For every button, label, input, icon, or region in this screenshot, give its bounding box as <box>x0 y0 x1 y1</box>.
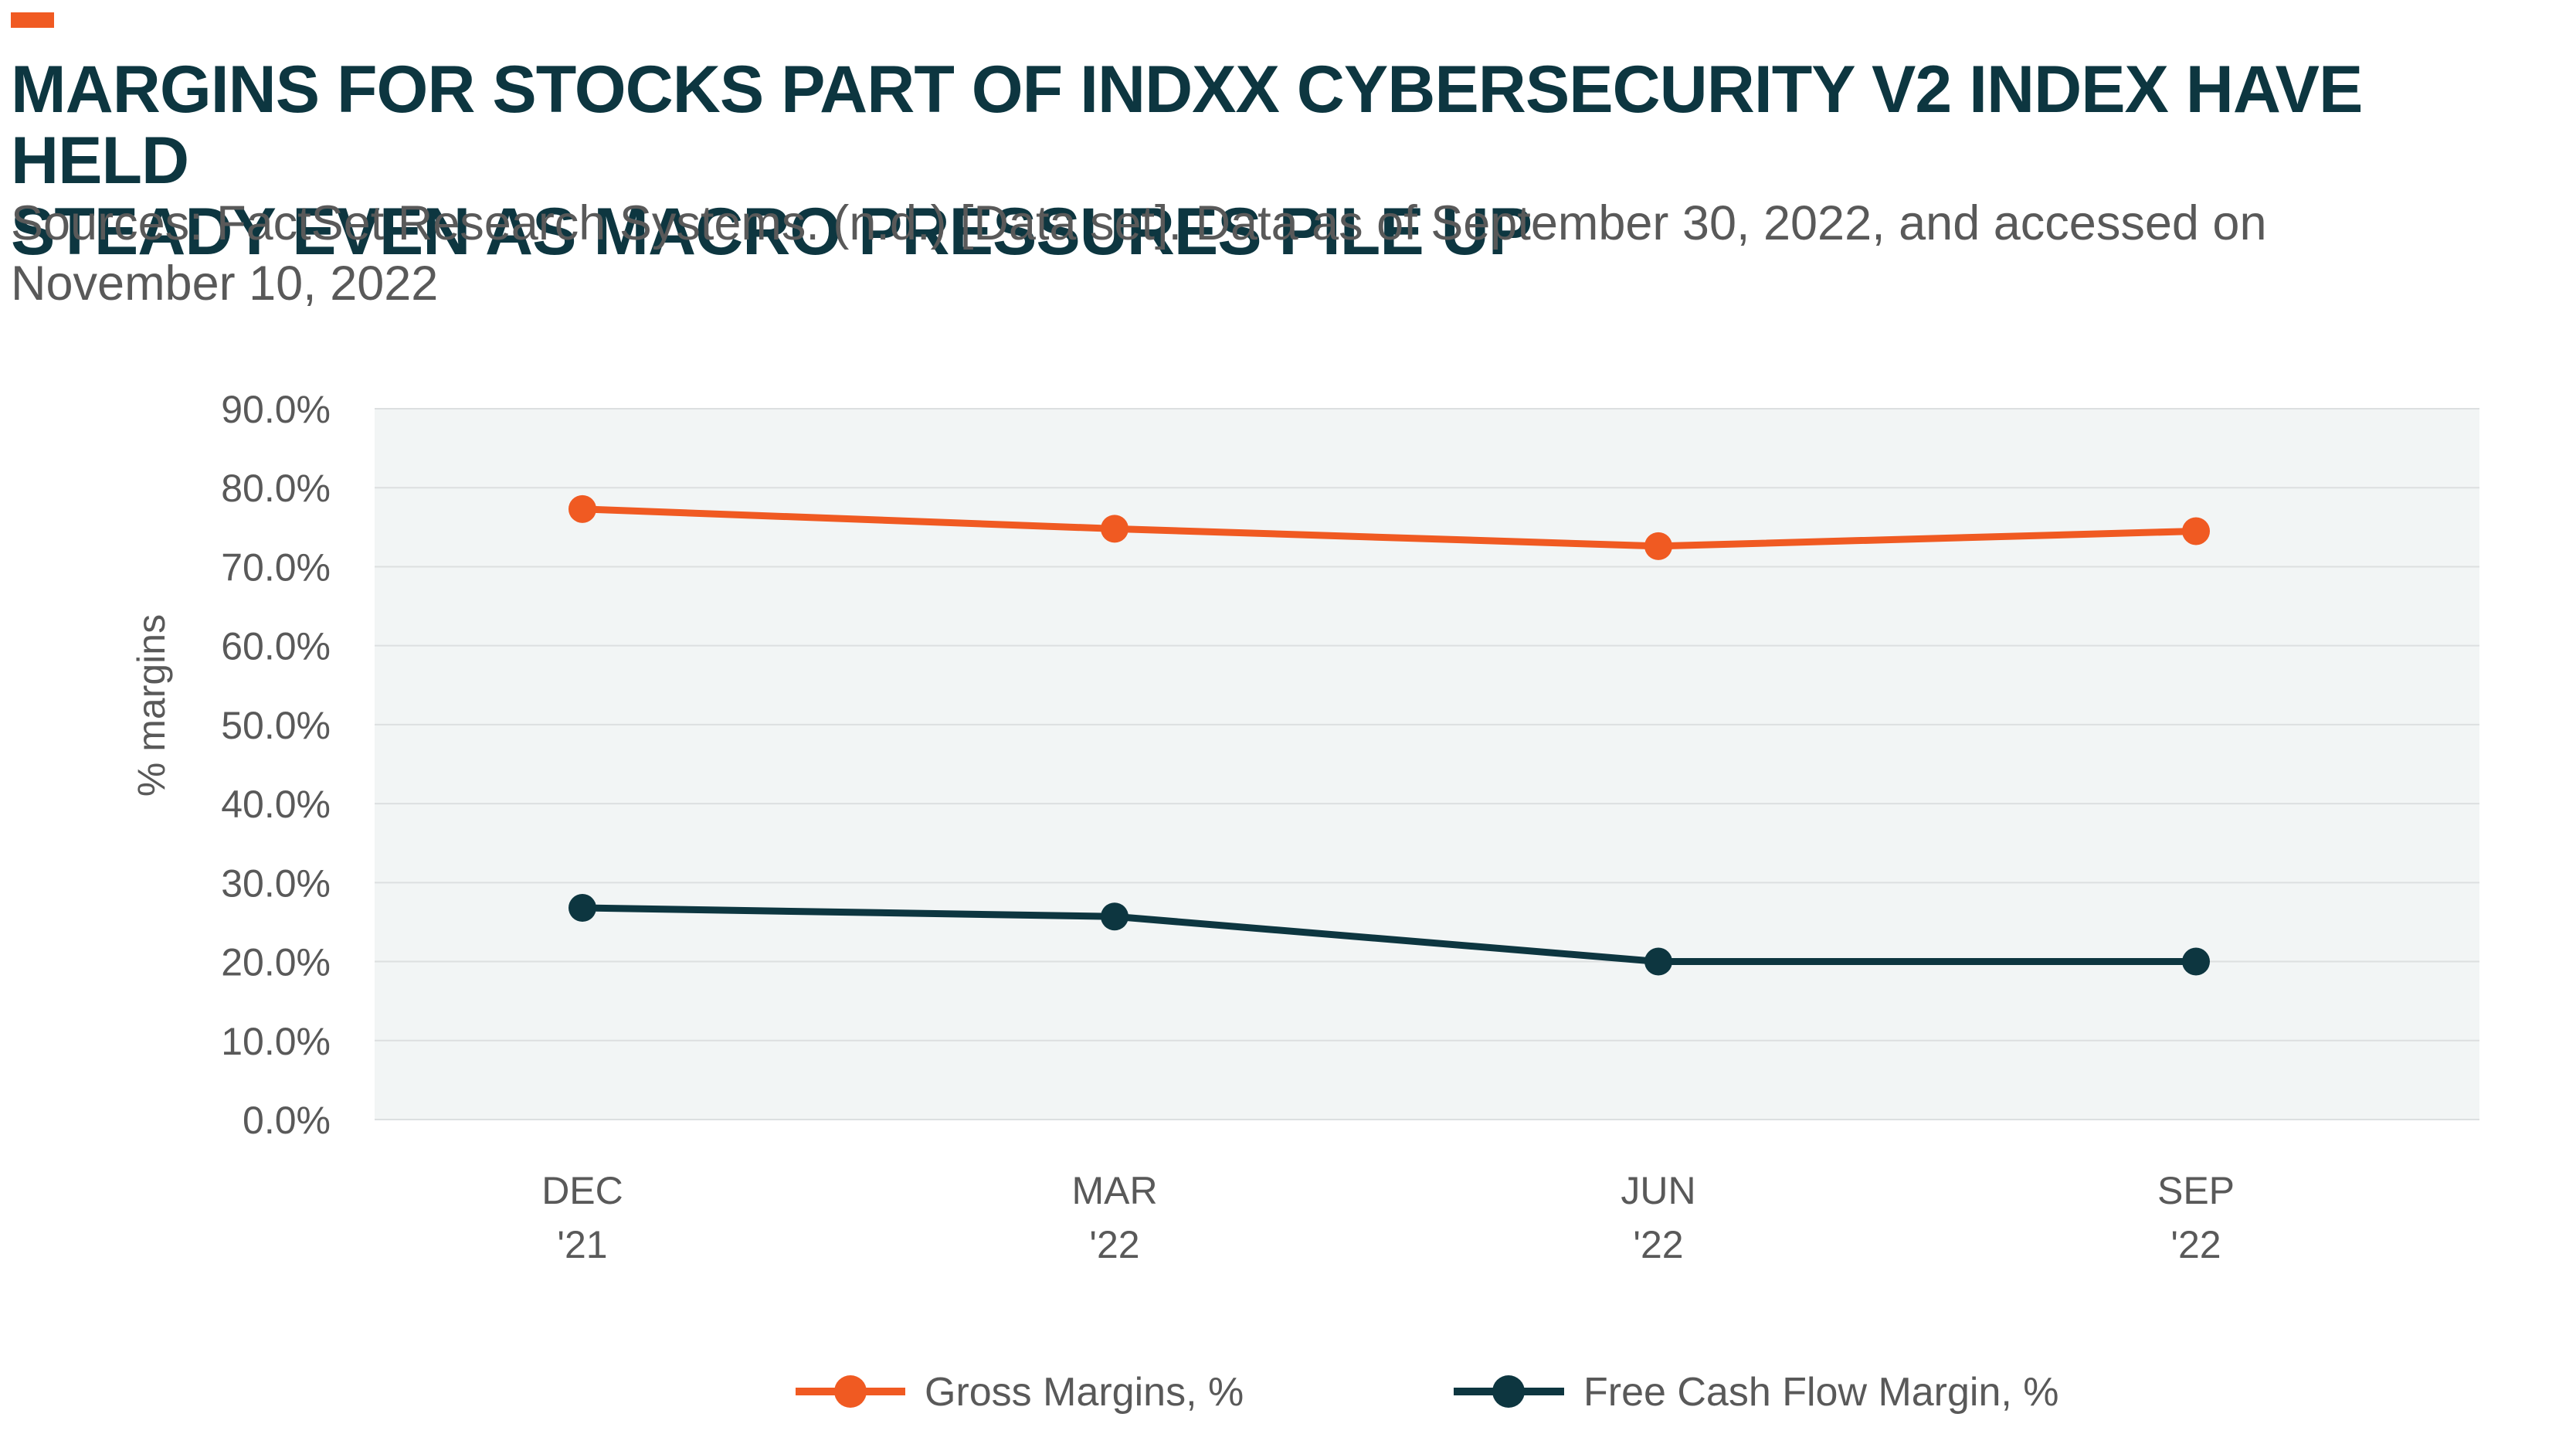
x-tick-label: MAR <box>1071 1169 1157 1212</box>
x-tick-label: JUN <box>1621 1169 1695 1212</box>
plot-area <box>375 409 2479 1120</box>
y-tick-label: 50.0% <box>221 704 331 747</box>
data-point-free-cash-flow-margin <box>2182 947 2210 976</box>
x-tick-label: '22 <box>1089 1223 1139 1266</box>
series-line-free-cash-flow-margin <box>579 904 2200 966</box>
y-tick-label: 60.0% <box>221 625 331 668</box>
chart-title-line-1: MARGINS FOR STOCKS PART OF INDXX CYBERSE… <box>11 53 2363 198</box>
data-point-free-cash-flow-margin <box>1101 902 1128 931</box>
y-tick-label: 90.0% <box>221 388 331 431</box>
chart-title-line-2: STEADY EVEN AS MACRO PRESSURES PILE UP <box>11 195 1532 269</box>
data-point-free-cash-flow-margin <box>1644 947 1672 976</box>
chart-subtitle: Sources: FactSet Research Systems. (n.d.… <box>11 193 2405 314</box>
y-axis-title: % margins <box>130 614 173 797</box>
data-point-gross-margins <box>2182 517 2210 545</box>
y-tick-label: 40.0% <box>221 783 331 826</box>
chart-subtitle-line-1: Sources: FactSet Research Systems. (n.d.… <box>11 196 2267 250</box>
y-tick-label: 30.0% <box>221 861 331 905</box>
y-tick-label: 0.0% <box>243 1099 331 1142</box>
y-tick-label: 20.0% <box>221 941 331 984</box>
y-tick-label: 70.0% <box>221 545 331 589</box>
y-tick-label: 10.0% <box>221 1020 331 1063</box>
x-tick-label: '22 <box>1633 1223 1683 1266</box>
data-point-gross-margins <box>1101 515 1128 543</box>
legend-swatch-marker <box>1492 1375 1525 1408</box>
chart-title: MARGINS FOR STOCKS PART OF INDXX CYBERSE… <box>11 54 2483 267</box>
data-point-gross-margins <box>1644 532 1672 560</box>
chart-subtitle-line-2: November 10, 2022 <box>11 257 439 311</box>
legend-label: Gross Margins, % <box>925 1370 1244 1415</box>
data-point-gross-margins <box>568 494 596 523</box>
legend-swatch-marker <box>834 1375 867 1408</box>
x-tick-label: DEC <box>541 1169 623 1212</box>
x-tick-label: '22 <box>2170 1223 2221 1266</box>
legend-label: Free Cash Flow Margin, % <box>1583 1370 2059 1415</box>
accent-bar <box>11 12 54 28</box>
data-point-free-cash-flow-margin <box>568 894 596 923</box>
x-tick-label: '21 <box>557 1223 607 1266</box>
series-line-gross-margins <box>579 505 2200 550</box>
x-tick-label: SEP <box>2157 1169 2235 1212</box>
y-tick-label: 80.0% <box>221 467 331 510</box>
